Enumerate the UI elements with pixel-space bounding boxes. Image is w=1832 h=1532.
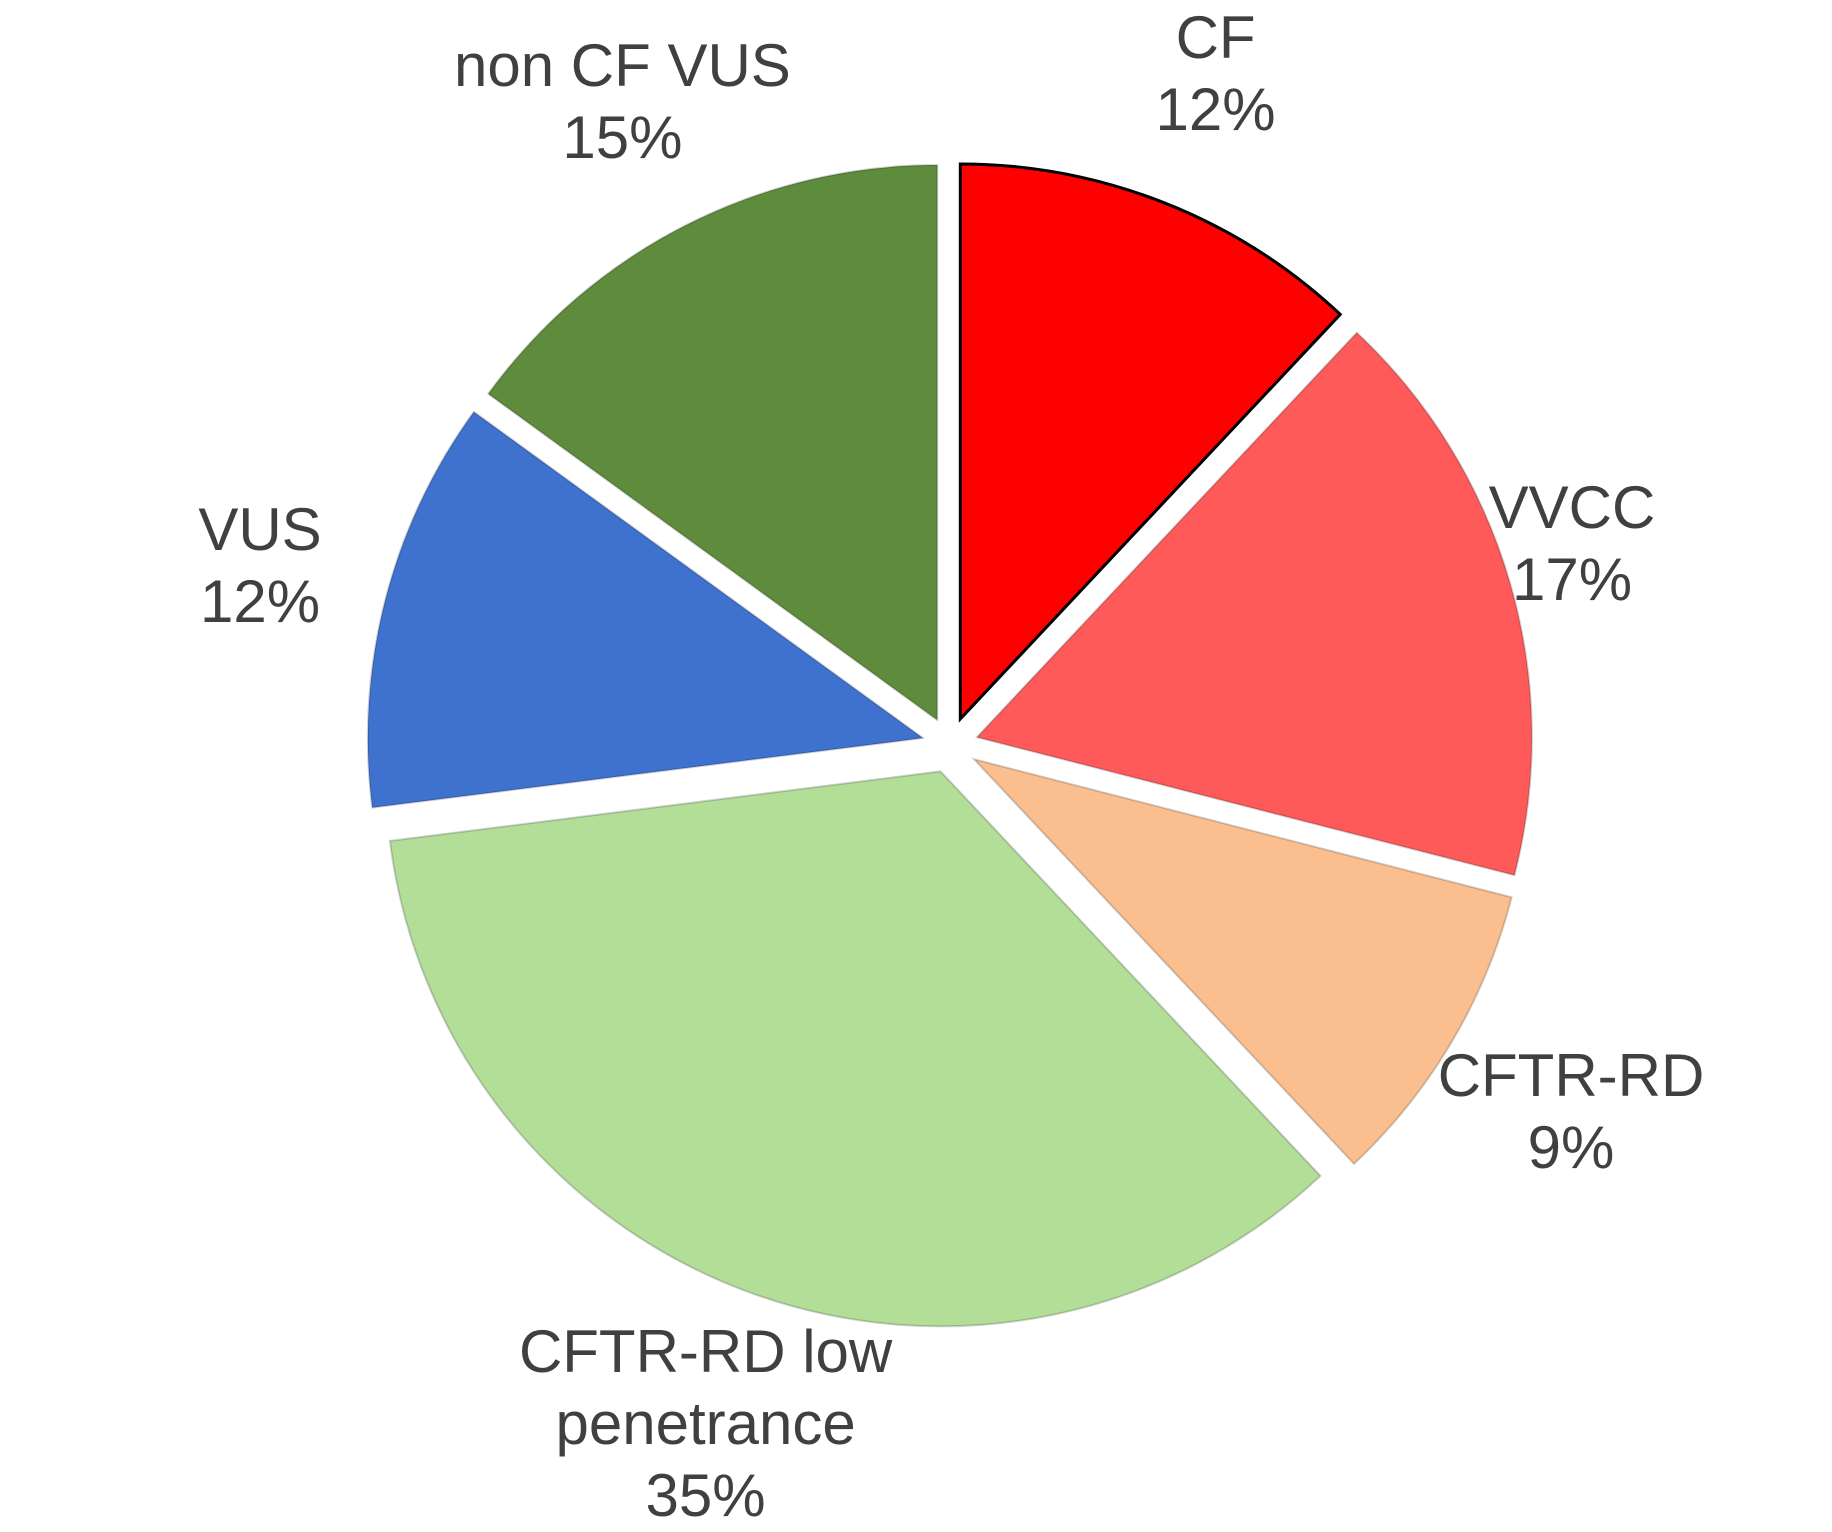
pie-slice <box>366 410 926 809</box>
value-label: 12% <box>199 567 321 635</box>
category-label: CF <box>1175 4 1256 72</box>
slice-label: CF 12% <box>956 2 1476 146</box>
pie-slice <box>975 331 1533 877</box>
value-label: 9% <box>1527 1114 1615 1182</box>
value-label: 15% <box>562 104 683 172</box>
slice-label: VUS 12% <box>0 494 520 638</box>
category-label: CFTR-RD <box>1437 1042 1705 1110</box>
pie-slice <box>958 162 1343 723</box>
value-label: 17% <box>1511 545 1633 613</box>
slice-label: CFTR-RD low penetrance 35% <box>446 1316 966 1532</box>
pie-slice <box>971 757 1513 1166</box>
category-label: VUS <box>198 495 322 563</box>
category-label: CFTR-RD low penetrance <box>518 1317 893 1457</box>
pie-slice <box>486 164 939 723</box>
category-label: non CF VUS <box>454 32 791 100</box>
value-label: 35% <box>645 1461 766 1529</box>
slice-label: CFTR-RD 9% <box>1311 1040 1831 1184</box>
slice-label: non CF VUS 15% <box>362 30 882 174</box>
pie-slice <box>388 770 1322 1328</box>
slice-label: VVCC 17% <box>1312 472 1832 616</box>
category-label: VVCC <box>1488 473 1656 541</box>
value-label: 12% <box>1155 76 1276 144</box>
